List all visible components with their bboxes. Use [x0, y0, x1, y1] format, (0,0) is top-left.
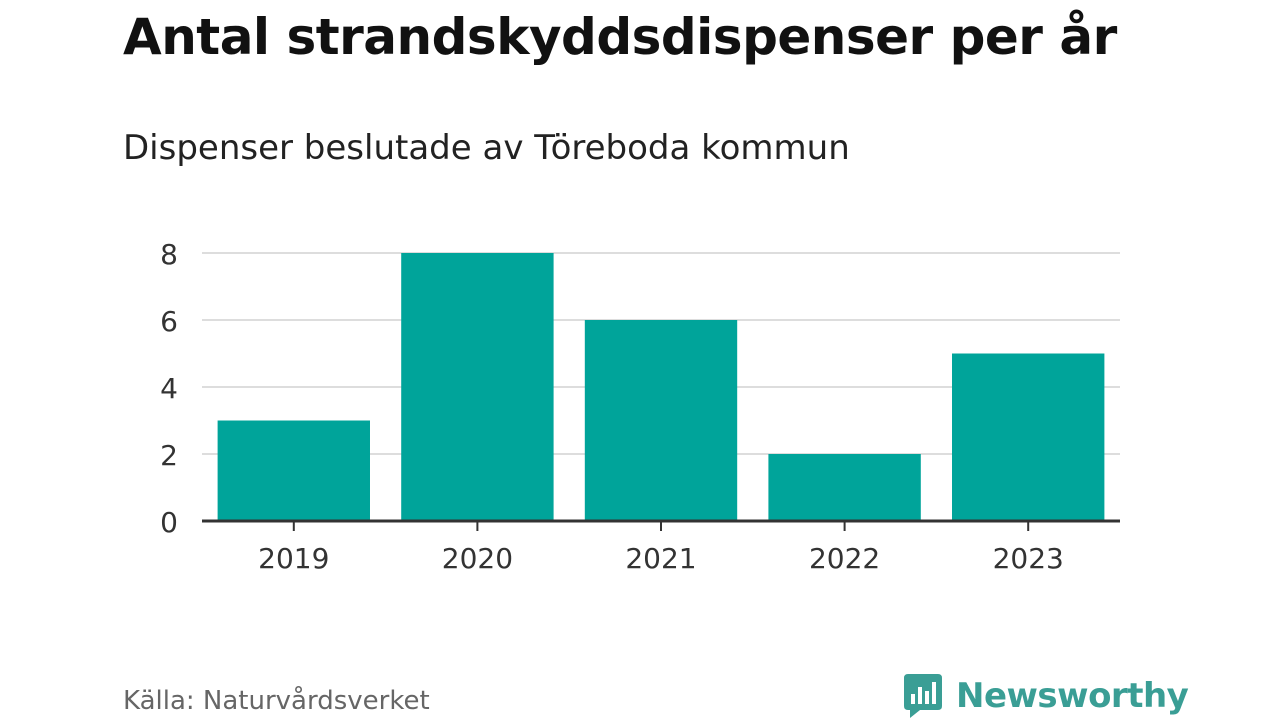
bar-2023 [952, 353, 1105, 521]
chart-title: Antal strandskyddsdispenser per år [123, 8, 1117, 66]
brand-name: Newsworthy [956, 676, 1189, 716]
x-axis-ticks: 2019 2020 2021 2022 2023 [258, 542, 1064, 575]
y-tick-label: 2 [160, 439, 178, 472]
x-tick-label: 2019 [258, 542, 329, 575]
y-axis-ticks: 0 2 4 6 8 [160, 238, 178, 539]
x-tick-label: 2020 [442, 542, 513, 575]
x-tick-label: 2021 [625, 542, 696, 575]
bars [217, 253, 1105, 521]
x-tick-label: 2023 [993, 542, 1064, 575]
brand-logo: Newsworthy [902, 672, 1189, 720]
bar-2020 [401, 253, 554, 521]
source-note: Källa: Naturvårdsverket [123, 686, 430, 716]
newsworthy-logo-icon [904, 674, 942, 718]
bar-2021 [584, 320, 738, 521]
bar-2019 [217, 420, 370, 521]
y-tick-label: 0 [160, 506, 178, 539]
bar-2022 [768, 454, 921, 521]
y-tick-label: 8 [160, 238, 178, 271]
y-tick-label: 4 [160, 372, 178, 405]
y-tick-label: 6 [160, 305, 178, 338]
x-axis [202, 519, 1120, 531]
chart-subtitle: Dispenser beslutade av Töreboda kommun [123, 128, 850, 168]
x-tick-label: 2022 [809, 542, 880, 575]
